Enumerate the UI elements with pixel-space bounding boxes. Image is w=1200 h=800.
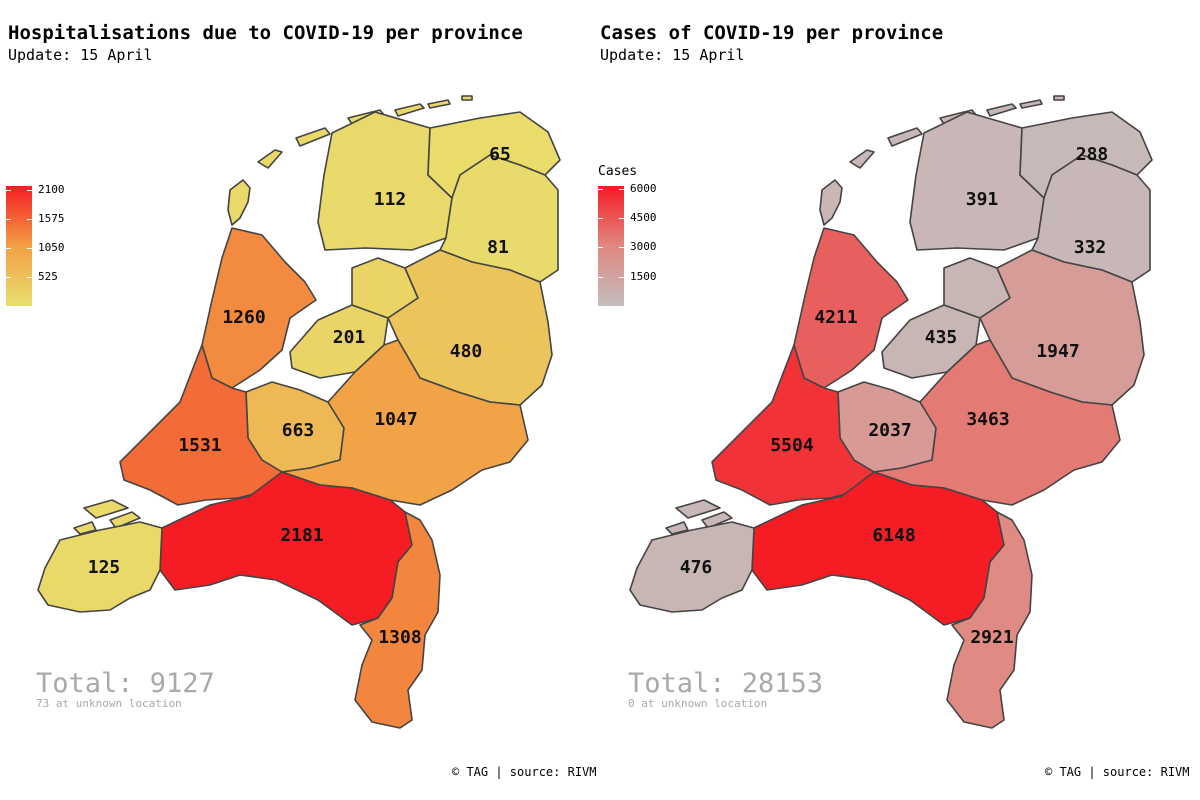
wadden-island: [427, 99, 451, 109]
cases-map: 288 391 332 4211 435 1947 2037 3463 5504 6148 476 2…: [629, 95, 1153, 729]
legend-tick-mark: [27, 248, 32, 250]
wadden-island: [819, 179, 843, 226]
province-friesland: [909, 111, 1045, 251]
legend-tick-label: 3000: [630, 240, 657, 254]
wadden-island: [257, 149, 283, 169]
province-limburg: [354, 511, 441, 729]
legend-color-bar: [6, 186, 32, 306]
province-value-label: 1531: [178, 435, 221, 456]
legend-tick-label: 525: [38, 270, 58, 284]
province-value-label: 112: [374, 189, 407, 210]
panel-subtitle: Update: 15 April: [600, 46, 745, 64]
province-value-label: 201: [333, 327, 366, 348]
province-overijssel: [387, 249, 553, 406]
wadden-island: [701, 511, 733, 529]
legend-tick-mark: [6, 190, 11, 192]
wadden-island: [73, 521, 97, 535]
wadden-island: [1053, 95, 1065, 101]
source-caption: © TAG | source: RIVM: [1045, 765, 1190, 779]
province-value-label: 391: [966, 189, 999, 210]
legend-tick-mark: [598, 247, 603, 249]
province-noord-holland: [793, 227, 909, 389]
legend-tick-mark: [619, 188, 624, 190]
panel-title: Hospitalisations due to COVID-19 per pro…: [8, 22, 523, 44]
province-value-label: 6148: [872, 525, 915, 546]
wadden-island: [1019, 99, 1043, 109]
province-value-label: 1308: [378, 627, 421, 648]
province-friesland: [317, 111, 453, 251]
province-value-label: 5504: [770, 435, 814, 456]
legend-title: Cases: [598, 164, 638, 179]
hospitalisations-panel: 65 112 81 1260 201 480 663 1047 1531 2181 125 1308 …: [6, 22, 597, 779]
map-provinces: [37, 95, 561, 729]
legend-tick-label: 4500: [630, 211, 657, 225]
map-labels: 288 391 332 4211 435 1947 2037 3463 5504 6148 476 2…: [680, 144, 1109, 648]
wadden-island: [295, 127, 331, 147]
province-value-label: 125: [88, 557, 121, 578]
map-provinces: [629, 95, 1153, 729]
source-caption: © TAG | source: RIVM: [452, 765, 597, 779]
province-gelderland: [281, 339, 529, 506]
cases-panel: 288 391 332 4211 435 1947 2037 3463 5504 6148 476 2…: [592, 0, 1192, 800]
legend-tick-label: 2100: [38, 183, 65, 197]
legend-tick-mark: [6, 219, 11, 221]
legend-tick-label: 1050: [38, 241, 65, 255]
wadden-island: [665, 521, 689, 535]
legend-tick-mark: [6, 277, 11, 279]
province-value-label: 4211: [814, 307, 857, 328]
legend-tick-mark: [619, 247, 624, 249]
province-value-label: 2181: [280, 525, 323, 546]
panel-subtitle: Update: 15 April: [8, 46, 153, 64]
province-value-label: 65: [489, 144, 511, 165]
panel-title: Cases of COVID-19 per province: [600, 22, 944, 44]
province-value-label: 476: [680, 557, 713, 578]
wadden-island: [109, 511, 141, 529]
province-value-label: 435: [925, 327, 958, 348]
legend-tick-mark: [619, 276, 624, 278]
province-value-label: 288: [1076, 144, 1109, 165]
total-count: Total: 28153: [628, 668, 824, 699]
legend-tick-mark: [598, 188, 603, 190]
unknown-location-note: 73 at unknown location: [36, 697, 182, 710]
province-zeeland: [629, 521, 755, 613]
province-overijssel: [979, 249, 1145, 406]
map-labels: 65 112 81 1260 201 480 663 1047 1531 2181 125 1308: [88, 144, 511, 648]
total-count: Total: 9127: [36, 668, 215, 699]
wadden-island: [83, 499, 129, 519]
wadden-island: [394, 103, 425, 117]
province-value-label: 480: [450, 341, 483, 362]
legend-tick-label: 1500: [630, 269, 657, 283]
legend-tick-mark: [27, 219, 32, 221]
wadden-island: [887, 127, 923, 147]
legend-tick-label: 6000: [630, 181, 657, 195]
province-noord-holland: [201, 227, 317, 389]
legend-tick-label: 1575: [38, 212, 65, 226]
province-value-label: 1947: [1036, 341, 1079, 362]
legend-color-bar: [598, 186, 624, 306]
province-value-label: 663: [282, 420, 315, 441]
wadden-island: [461, 95, 473, 101]
province-value-label: 2921: [970, 627, 1013, 648]
legend-tick-mark: [27, 190, 32, 192]
wadden-island: [849, 149, 875, 169]
province-zeeland: [37, 521, 163, 613]
province-limburg: [946, 511, 1033, 729]
unknown-location-note: 0 at unknown location: [628, 697, 768, 710]
province-value-label: 2037: [868, 420, 911, 441]
province-value-label: 81: [487, 237, 509, 258]
hospitalisations-map: 65 112 81 1260 201 480 663 1047 1531 2181 125 1308: [37, 95, 561, 729]
legend-tick-mark: [598, 276, 603, 278]
province-value-label: 3463: [966, 409, 1009, 430]
wadden-island: [227, 179, 251, 226]
province-value-label: 1260: [222, 307, 265, 328]
wadden-island: [986, 103, 1017, 117]
legend-tick-mark: [6, 248, 11, 250]
province-gelderland: [873, 339, 1121, 506]
legend-tick-mark: [598, 218, 603, 220]
legend-tick-mark: [619, 218, 624, 220]
province-value-label: 332: [1074, 237, 1107, 258]
legend-tick-mark: [27, 277, 32, 279]
province-value-label: 1047: [374, 409, 417, 430]
wadden-island: [675, 499, 721, 519]
